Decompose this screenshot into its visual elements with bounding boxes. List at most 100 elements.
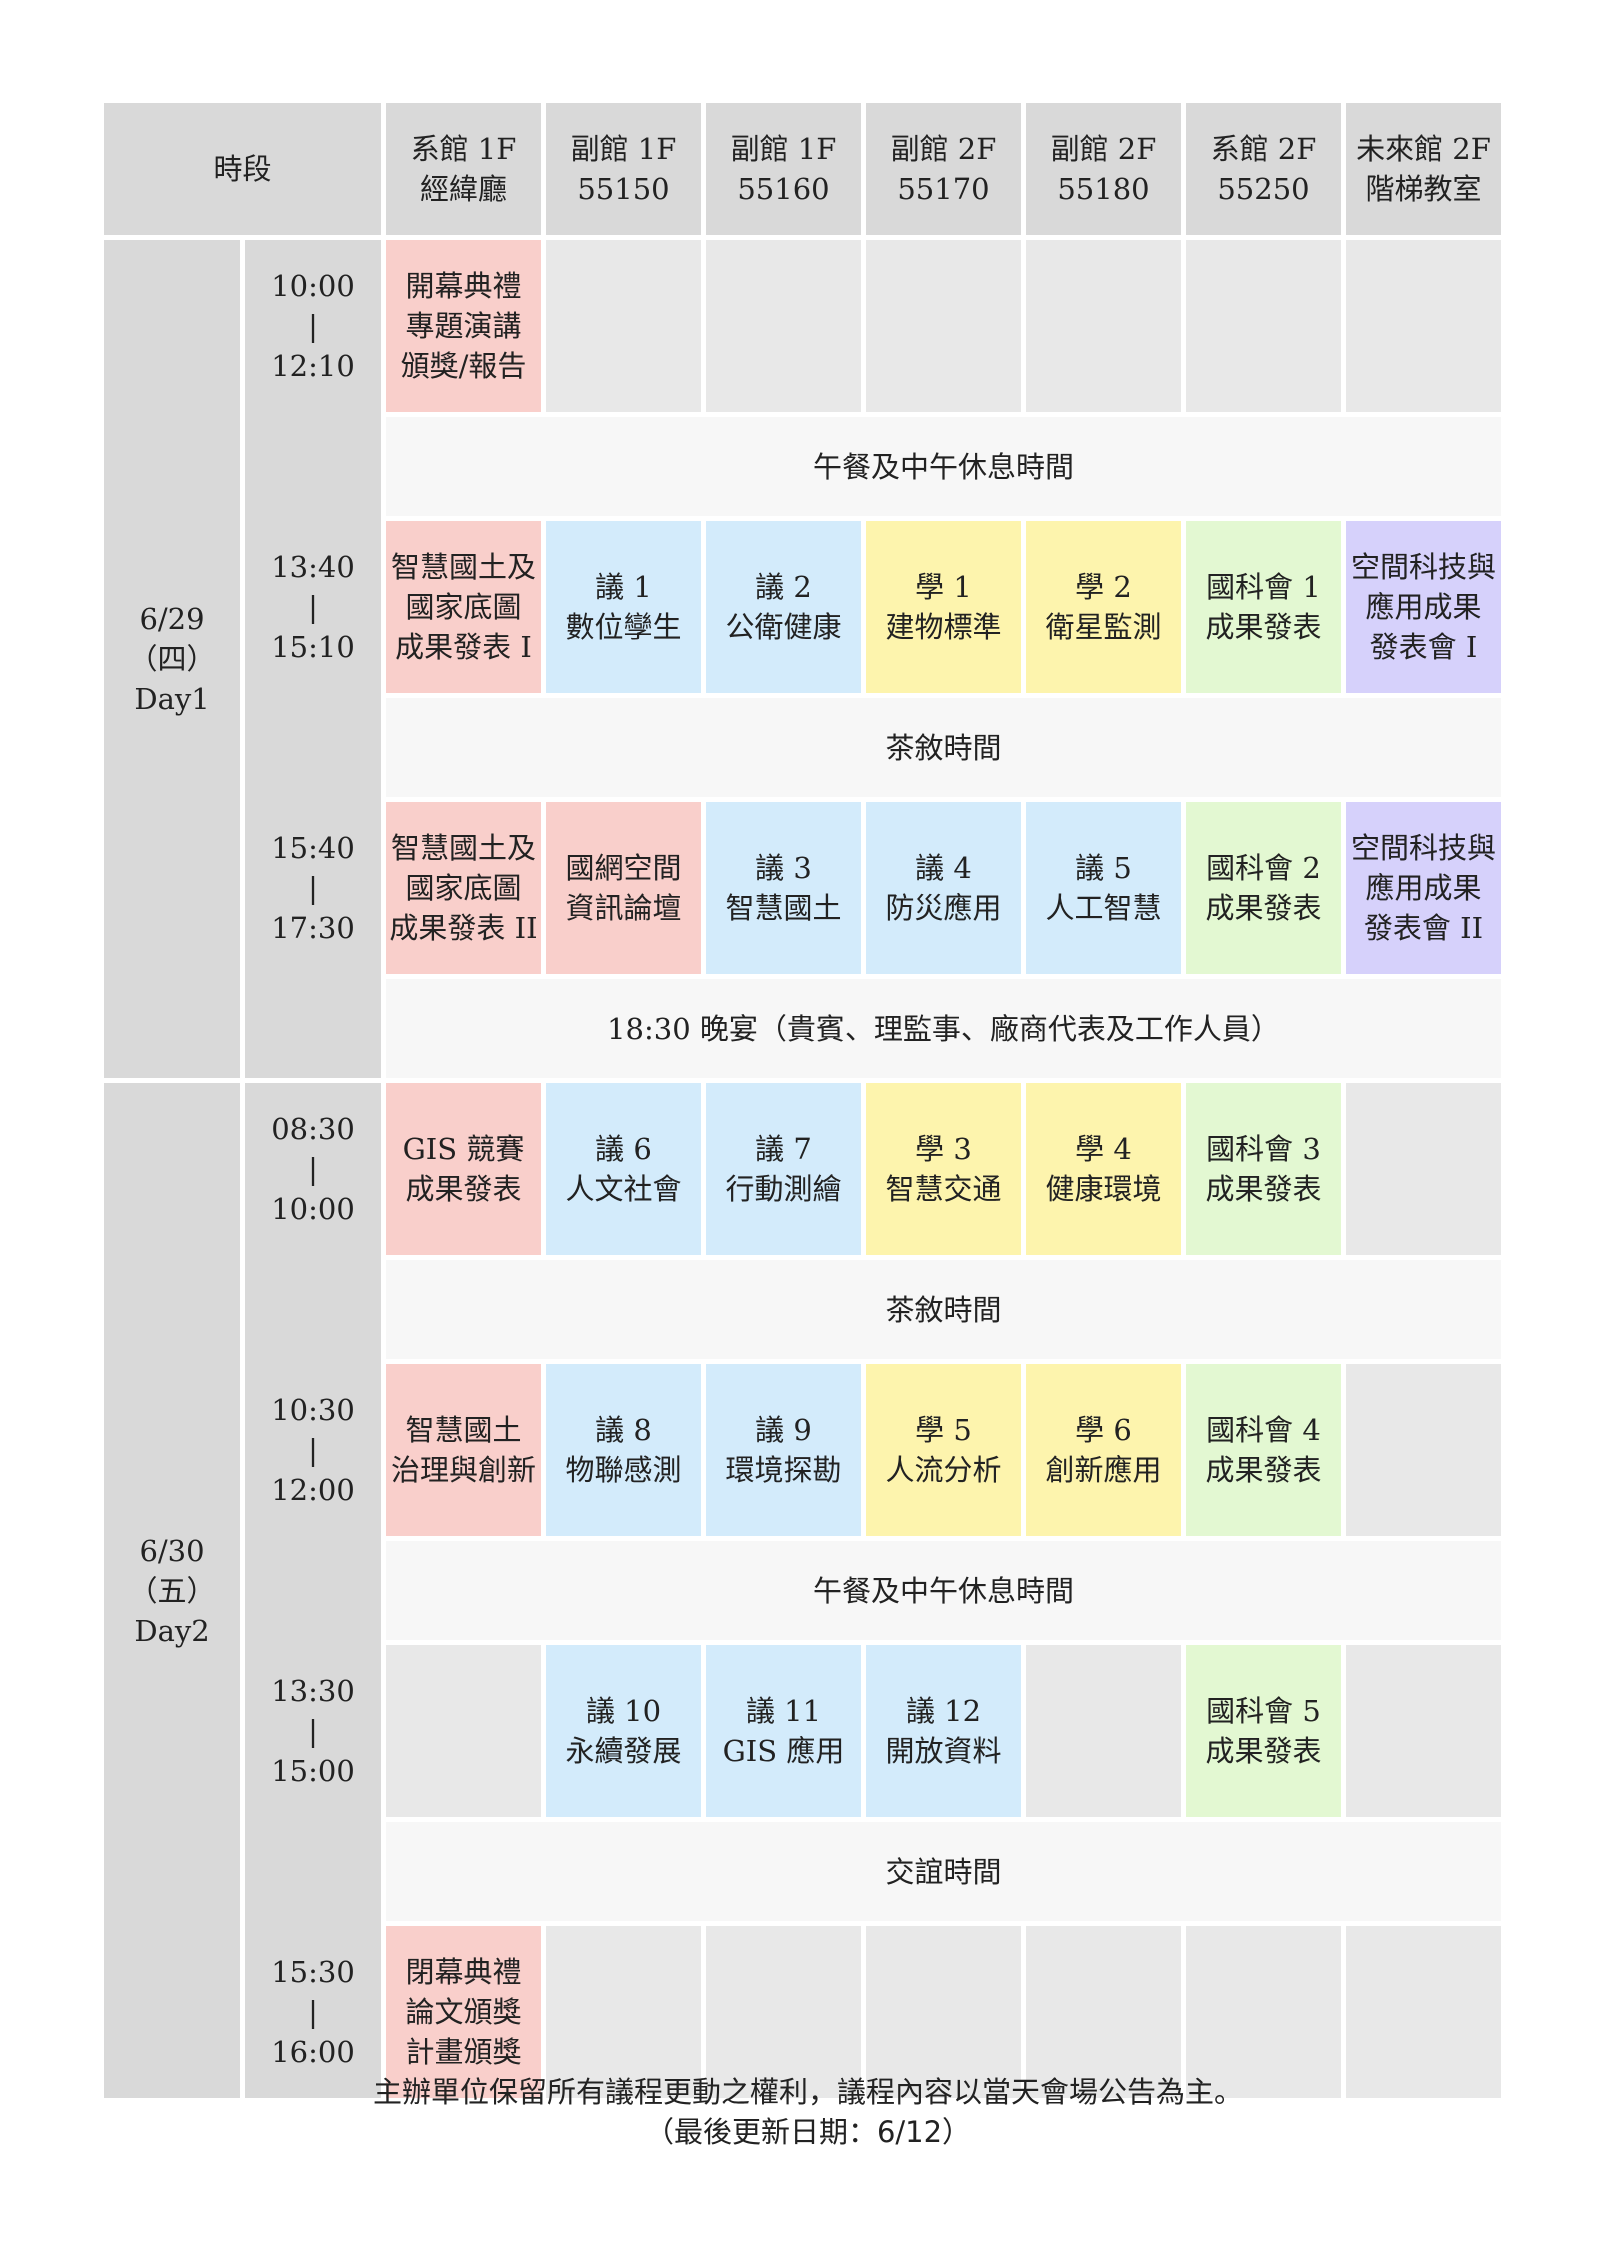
- time-end: 12:10: [271, 349, 355, 383]
- session-line: 成果發表: [1205, 610, 1322, 644]
- session-line: 智慧國土及: [390, 831, 536, 865]
- day-date: 6/29: [139, 602, 205, 636]
- session-line: 議 12: [905, 1694, 982, 1728]
- session-cell: 議 9 環境探勘: [706, 1364, 861, 1536]
- session-line: 成果發表: [1205, 1734, 1322, 1768]
- session-cell: 國科會 3 成果發表: [1186, 1083, 1341, 1255]
- empty-cell: [1026, 240, 1181, 412]
- time-separator: |: [308, 309, 318, 343]
- session-cell: 學 6 創新應用: [1026, 1364, 1181, 1536]
- time-header-label: 時段: [213, 152, 272, 186]
- room-header-line: 副館 2F: [1050, 132, 1157, 166]
- session-line: 議 2: [755, 570, 812, 604]
- break-row: 午餐及中午休息時間: [386, 1541, 1501, 1640]
- time-end: 15:10: [271, 630, 355, 664]
- time-start: 15:40: [271, 831, 355, 865]
- empty-cell: [386, 1645, 541, 1817]
- session-cell: 國網空間 資訊論壇: [546, 802, 701, 974]
- time-header: 時段: [104, 103, 381, 235]
- session-line: GIS 競賽: [402, 1132, 525, 1166]
- room-header-line: 副館 1F: [570, 132, 677, 166]
- session-cell: 開幕典禮 專題演講 頒獎/報告: [386, 240, 541, 412]
- time-end: 17:30: [271, 911, 355, 945]
- session-line: 國家底圖: [405, 871, 522, 905]
- session-line: 建物標準: [885, 610, 1002, 644]
- room-header-line: 經緯廳: [419, 172, 507, 206]
- room-header-line: 55250: [1217, 172, 1310, 206]
- session-cell: 國科會 4 成果發表: [1186, 1364, 1341, 1536]
- room-header: 副館 1F 55160: [706, 103, 861, 235]
- session-line: 資訊論壇: [565, 891, 682, 925]
- time-column: [245, 240, 381, 1078]
- day-label: 6/30 （五） Day2: [104, 1083, 240, 2098]
- empty-cell: [1346, 1645, 1501, 1817]
- session-line: 國科會 3: [1206, 1132, 1321, 1166]
- session-line: 智慧交通: [885, 1172, 1002, 1206]
- session-line: 議 11: [745, 1694, 822, 1728]
- session-line: 國家底圖: [405, 590, 522, 624]
- session-cell: 國科會 1 成果發表: [1186, 521, 1341, 693]
- session-line: 議 5: [1075, 851, 1132, 885]
- room-header-line: 55150: [577, 172, 670, 206]
- session-line: 計畫頒獎: [405, 2035, 522, 2069]
- session-line: 學 2: [1075, 570, 1132, 604]
- time-range: 08:30 | 10:00: [245, 1083, 381, 1255]
- break-row: 午餐及中午休息時間: [386, 417, 1501, 516]
- session-cell: 學 1 建物標準: [866, 521, 1021, 693]
- session-line: 成果發表 II: [389, 911, 538, 945]
- session-line: 專題演講: [405, 309, 522, 343]
- session-cell: 國科會 2 成果發表: [1186, 802, 1341, 974]
- session-line: 議 1: [595, 570, 652, 604]
- time-separator: |: [308, 590, 318, 624]
- time-separator: |: [308, 1152, 318, 1186]
- time-range: 13:30 | 15:00: [245, 1645, 381, 1817]
- session-cell: 議 4 防災應用: [866, 802, 1021, 974]
- session-line: 學 1: [915, 570, 972, 604]
- room-header: 副館 2F 55170: [866, 103, 1021, 235]
- time-start: 15:30: [271, 1955, 355, 1989]
- session-line: 學 5: [915, 1413, 972, 1447]
- empty-cell: [1346, 1926, 1501, 2098]
- session-line: 防災應用: [885, 891, 1002, 925]
- session-line: 人文社會: [565, 1172, 682, 1206]
- schedule-table: 時段 系館 1F 經緯廳 副館 1F 55150 副館 1F 55160 副館 2F 55170…: [104, 103, 1508, 2098]
- session-line: 成果發表: [1205, 891, 1322, 925]
- session-line: 應用成果: [1365, 871, 1482, 905]
- session-line: 健康環境: [1045, 1172, 1162, 1206]
- session-line: 空間科技與: [1350, 831, 1496, 865]
- time-end: 16:00: [271, 2035, 355, 2069]
- session-line: 成果發表: [405, 1172, 522, 1206]
- time-start: 10:00: [271, 269, 355, 303]
- session-line: 人工智慧: [1045, 891, 1162, 925]
- empty-cell: [1186, 1926, 1341, 2098]
- time-start: 08:30: [271, 1112, 355, 1146]
- empty-cell: [866, 1926, 1021, 2098]
- session-cell: 空間科技與 應用成果 發表會 II: [1346, 802, 1501, 974]
- session-cell: 智慧國土及國家底圖成果發表 II: [386, 802, 541, 974]
- room-header: 副館 1F 55150: [546, 103, 701, 235]
- room-header: 系館 2F 55250: [1186, 103, 1341, 235]
- footer-note: 主辦單位保留所有議程更動之權利，議程內容以當天會場公告為主。: [372, 2075, 1243, 2109]
- room-header: 系館 1F 經緯廳: [386, 103, 541, 235]
- session-line: 開放資料: [885, 1734, 1002, 1768]
- break-row: 交誼時間: [386, 1822, 1501, 1921]
- session-cell: 智慧國土及 國家底圖 成果發表 I: [386, 521, 541, 693]
- session-line: 衛星監測: [1045, 610, 1162, 644]
- break-text: 茶敘時間: [885, 730, 1002, 765]
- room-header-line: 系館 2F: [1210, 132, 1317, 166]
- break-row: 茶敘時間: [386, 1260, 1501, 1359]
- time-start: 13:40: [271, 550, 355, 584]
- empty-cell: [546, 1926, 701, 2098]
- time-range: 10:00 | 12:10: [245, 240, 381, 412]
- session-cell: 學 5 人流分析: [866, 1364, 1021, 1536]
- time-separator: |: [308, 1995, 318, 2029]
- session-line: 空間科技與: [1350, 550, 1496, 584]
- time-separator: |: [308, 1714, 318, 1748]
- room-header-line: 55170: [897, 172, 990, 206]
- day-weekday: （五）: [128, 1573, 216, 1608]
- session-cell: GIS 競賽 成果發表: [386, 1083, 541, 1255]
- session-cell: 議 6 人文社會: [546, 1083, 701, 1255]
- break-text: 18:30 晚宴（貴賓、理監事、廠商代表及工作人員）: [607, 1011, 1280, 1046]
- session-line: 應用成果: [1365, 590, 1482, 624]
- empty-cell: [1186, 240, 1341, 412]
